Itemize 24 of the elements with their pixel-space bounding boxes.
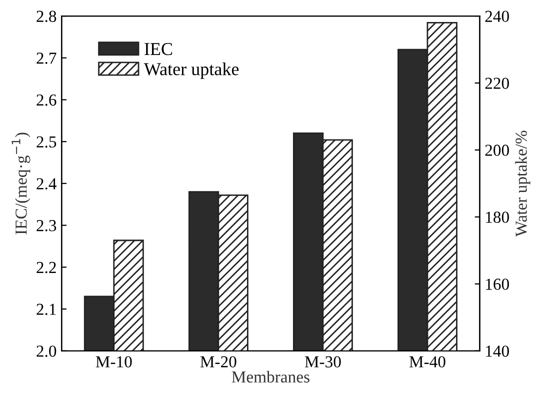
legend-label: IEC (144, 43, 172, 56)
y2-tick-label: 220 (485, 78, 509, 89)
x-tick-label: M-30 (304, 356, 341, 368)
y2-tick-label: 200 (485, 144, 509, 156)
y2-tick-label: 180 (486, 212, 509, 223)
y2-axis-title: Water uptake/% (515, 130, 530, 237)
x-tick-label: M-20 (200, 356, 236, 368)
x-tick-label: M-40 (409, 356, 446, 368)
y-tick-label: 2.6 (36, 94, 56, 106)
y-tick-label: 2.0 (36, 346, 56, 357)
y-tick-label: 2.4 (36, 178, 57, 190)
y2-tick-label: 140 (486, 346, 509, 357)
y-tick-label: 2.2 (36, 262, 56, 274)
x-tick-label: M-10 (96, 356, 132, 368)
legend-label: Water uptake (144, 62, 239, 79)
y-tick-label: 2.3 (36, 220, 56, 232)
y2-tick-label: 160 (486, 278, 509, 290)
y-tick-label: 2.7 (36, 52, 56, 64)
y-tick-label: 2.8 (36, 10, 56, 22)
y2-tick-label: 240 (485, 10, 509, 22)
y-axis-title: IEC/(meq·g$^{−1}$) (12, 132, 30, 234)
y-tick-label: 2.5 (36, 136, 56, 148)
y-tick-label: 2.1 (36, 304, 56, 316)
x-axis-title: Membranes (232, 370, 310, 383)
